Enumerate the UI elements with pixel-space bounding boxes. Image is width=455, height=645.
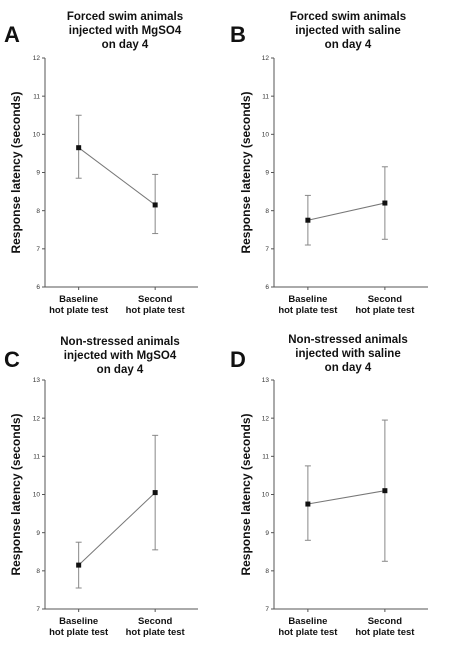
chart-b: B Forced swim animals injected with saline… (230, 11, 428, 316)
panel-b: B Forced swim animals injected with saline… (228, 0, 455, 322)
y-tick-label: 8 (36, 568, 40, 575)
y-tick-label: 9 (265, 530, 269, 537)
y-axis-label: Response latency (seconds) (239, 413, 253, 575)
y-axis-label: Response latency (seconds) (9, 91, 23, 253)
y-tick-label: 9 (36, 170, 40, 177)
x-category-label: Second (368, 294, 403, 305)
chart-d: D Non-stressed animals injected with salin… (230, 334, 428, 638)
panel-label: A (4, 22, 20, 47)
y-tick-label: 12 (33, 55, 41, 62)
panel-label: C (4, 347, 20, 372)
x-category-label: hot plate test (126, 627, 186, 638)
data-point (152, 202, 158, 208)
chart-title-line: Forced swim animals (290, 11, 406, 23)
y-tick-label: 13 (262, 377, 270, 384)
y-tick-label: 9 (36, 530, 40, 537)
y-tick-label: 10 (262, 132, 270, 139)
x-category-label: hot plate test (278, 305, 338, 316)
data-point (76, 562, 82, 568)
panel-a: A Forced swim animals injected with MgSO4 o… (0, 0, 227, 322)
y-tick-label: 9 (265, 170, 269, 177)
data-point (305, 501, 311, 507)
chart-a: A Forced swim animals injected with MgSO4 o… (4, 11, 198, 316)
chart-title-line: on day 4 (325, 39, 372, 51)
x-category-label: Baseline (59, 294, 98, 305)
y-tick-label: 11 (262, 93, 269, 100)
x-category-label: hot plate test (355, 305, 415, 316)
x-category-label: Second (368, 616, 403, 627)
data-point (152, 490, 158, 496)
y-tick-label: 10 (33, 492, 41, 499)
x-category-label: Second (138, 294, 173, 305)
x-category-label: Second (138, 616, 173, 627)
chart-title-line: injected with saline (295, 348, 400, 360)
x-category-label: hot plate test (49, 305, 109, 316)
data-point (382, 200, 388, 206)
chart-title-line: injected with MgSO4 (69, 25, 182, 37)
x-category-label: hot plate test (126, 305, 186, 316)
panel-label: D (230, 347, 246, 372)
chart-title-line: injected with saline (295, 25, 400, 37)
chart-title-line: on day 4 (97, 364, 144, 376)
chart-title-line: Non-stressed animals (288, 334, 408, 346)
y-axis-label: Response latency (seconds) (239, 91, 253, 253)
y-tick-label: 13 (33, 377, 41, 384)
y-tick-label: 12 (33, 415, 41, 422)
series-line (307, 202, 385, 221)
x-category-label: Baseline (288, 294, 327, 305)
y-tick-label: 10 (262, 492, 270, 499)
y-tick-label: 12 (262, 415, 270, 422)
x-category-label: Baseline (59, 616, 98, 627)
y-tick-label: 6 (36, 284, 40, 291)
chart-c: C Non-stressed animals injected with MgSO4… (4, 336, 198, 638)
data-point (76, 145, 82, 151)
x-category-label: hot plate test (49, 627, 109, 638)
y-tick-label: 8 (36, 208, 40, 215)
chart-title-line: on day 4 (102, 39, 149, 51)
series-line (307, 490, 385, 505)
y-tick-label: 8 (265, 208, 269, 215)
series-line (78, 147, 156, 206)
y-tick-label: 7 (265, 246, 269, 253)
y-tick-label: 7 (265, 606, 269, 613)
chart-title-line: Forced swim animals (67, 11, 183, 23)
chart-title-line: injected with MgSO4 (64, 350, 177, 362)
y-tick-label: 11 (33, 454, 40, 461)
data-point (305, 217, 311, 223)
y-tick-label: 12 (262, 55, 270, 62)
data-point (382, 488, 388, 494)
panel-d: D Non-stressed animals injected with salin… (228, 323, 455, 645)
y-axis-label: Response latency (seconds) (9, 413, 23, 575)
x-category-label: Baseline (288, 616, 327, 627)
series-line (78, 492, 156, 566)
panel-c: C Non-stressed animals injected with MgSO4… (0, 323, 227, 645)
y-tick-label: 8 (265, 568, 269, 575)
y-tick-label: 11 (33, 93, 40, 100)
y-tick-label: 11 (262, 454, 269, 461)
y-tick-label: 10 (33, 132, 41, 139)
x-category-label: hot plate test (355, 627, 415, 638)
y-tick-label: 7 (36, 246, 40, 253)
panel-label: B (230, 22, 246, 47)
chart-title-line: Non-stressed animals (60, 336, 180, 348)
y-tick-label: 7 (36, 606, 40, 613)
chart-title-line: on day 4 (325, 362, 372, 374)
x-category-label: hot plate test (278, 627, 338, 638)
y-tick-label: 6 (265, 284, 269, 291)
